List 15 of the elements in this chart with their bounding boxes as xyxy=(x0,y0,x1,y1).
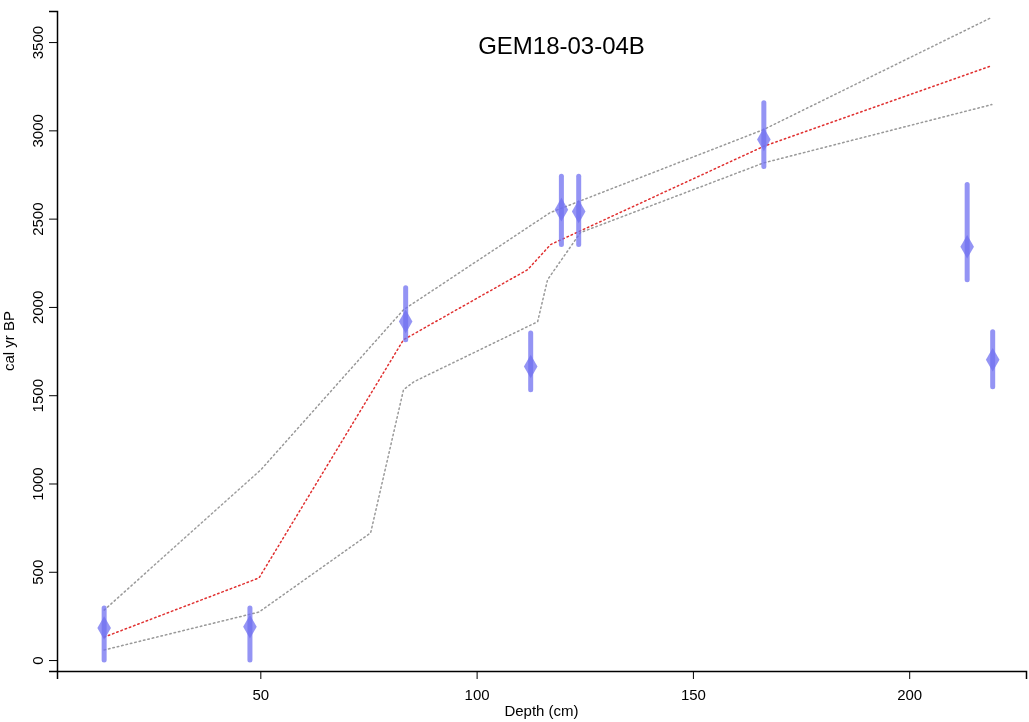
y-axis-title: cal yr BP xyxy=(0,310,17,372)
x-axis-title: Depth (cm) xyxy=(504,702,579,719)
y-tick-label: 3500 xyxy=(29,25,46,60)
y-tick-label: 2000 xyxy=(29,290,46,325)
x-tick-label: 100 xyxy=(464,686,490,703)
x-tick-label: 200 xyxy=(897,686,923,703)
x-tick-label: 50 xyxy=(252,686,270,703)
y-tick-label: 3000 xyxy=(29,114,46,148)
x-tick-label: 150 xyxy=(680,686,706,703)
y-tick-label: 1000 xyxy=(29,467,46,501)
y-tick-label: 1500 xyxy=(29,379,46,413)
y-tick-label: 0 xyxy=(29,656,46,665)
y-tick-label: 2500 xyxy=(29,202,46,236)
text: GEM18-03-04B xyxy=(478,32,645,59)
y-tick-label: 500 xyxy=(29,559,46,585)
